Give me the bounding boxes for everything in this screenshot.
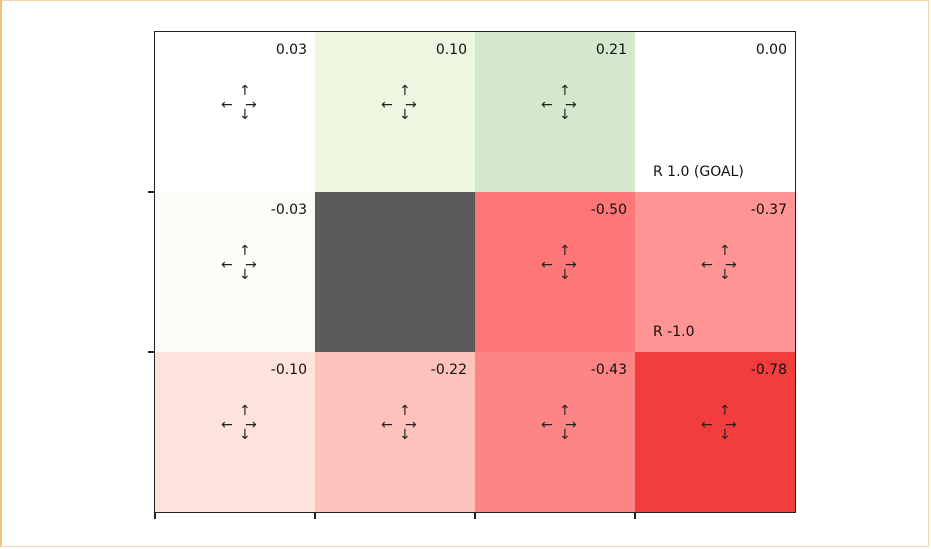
- arrow-right-icon: →: [725, 257, 737, 273]
- arrow-down-icon: ↓: [559, 427, 571, 443]
- state-value: -0.50: [590, 202, 627, 218]
- y-tick: [148, 351, 154, 353]
- x-tick: [634, 513, 636, 519]
- gridworld: 0.03 ↑ ↓ ← → 0.10 ↑ ↓ ← → 0.21 ↑ ↓ ← → 0.00 R 1.0 (GOAL)…: [154, 31, 796, 513]
- y-tick: [148, 191, 154, 193]
- x-tick: [154, 513, 156, 519]
- arrow-down-icon: ↓: [239, 267, 251, 283]
- action-arrows: ↑ ↓ ← →: [381, 404, 417, 442]
- arrow-right-icon: →: [565, 417, 577, 433]
- arrow-right-icon: →: [565, 97, 577, 113]
- arrow-down-icon: ↓: [239, 427, 251, 443]
- grid-cell: -0.78 ↑ ↓ ← →: [635, 352, 795, 512]
- arrow-up-icon: ↑: [239, 243, 251, 259]
- reward-label: R -1.0: [653, 324, 695, 340]
- arrow-right-icon: →: [245, 417, 257, 433]
- state-value: -0.43: [590, 362, 627, 378]
- grid-cell: -0.37 ↑ ↓ ← → R -1.0: [635, 192, 795, 352]
- arrow-up-icon: ↑: [559, 243, 571, 259]
- arrow-left-icon: ←: [221, 257, 233, 273]
- action-arrows: ↑ ↓ ← →: [541, 404, 577, 442]
- x-tick: [474, 513, 476, 519]
- state-value: -0.22: [430, 362, 467, 378]
- arrow-right-icon: →: [725, 417, 737, 433]
- arrow-left-icon: ←: [381, 417, 393, 433]
- arrow-left-icon: ←: [221, 417, 233, 433]
- arrow-down-icon: ↓: [399, 107, 411, 123]
- arrow-down-icon: ↓: [559, 267, 571, 283]
- arrow-up-icon: ↑: [399, 403, 411, 419]
- arrow-down-icon: ↓: [719, 267, 731, 283]
- grid-cell: -0.22 ↑ ↓ ← →: [315, 352, 475, 512]
- grid-cell: 0.00 R 1.0 (GOAL): [635, 32, 795, 192]
- arrow-up-icon: ↑: [239, 83, 251, 99]
- action-arrows: ↑ ↓ ← →: [701, 244, 737, 282]
- grid-cell: -0.43 ↑ ↓ ← →: [475, 352, 635, 512]
- action-arrows: ↑ ↓ ← →: [221, 84, 257, 122]
- state-value: -0.78: [750, 362, 787, 378]
- state-value: -0.10: [270, 362, 307, 378]
- arrow-right-icon: →: [245, 97, 257, 113]
- action-arrows: ↑ ↓ ← →: [221, 404, 257, 442]
- state-value: 0.03: [275, 42, 307, 58]
- state-value: -0.37: [750, 202, 787, 218]
- arrow-up-icon: ↑: [239, 403, 251, 419]
- arrow-left-icon: ←: [701, 257, 713, 273]
- arrow-left-icon: ←: [541, 97, 553, 113]
- state-value: -0.03: [270, 202, 307, 218]
- state-value: 0.00: [755, 42, 787, 58]
- x-tick: [314, 513, 316, 519]
- arrow-down-icon: ↓: [559, 107, 571, 123]
- grid-cell: 0.21 ↑ ↓ ← →: [475, 32, 635, 192]
- grid-cell: 0.03 ↑ ↓ ← →: [155, 32, 315, 192]
- arrow-down-icon: ↓: [719, 427, 731, 443]
- arrow-up-icon: ↑: [399, 83, 411, 99]
- arrow-right-icon: →: [565, 257, 577, 273]
- arrow-left-icon: ←: [541, 257, 553, 273]
- action-arrows: ↑ ↓ ← →: [221, 244, 257, 282]
- arrow-down-icon: ↓: [399, 427, 411, 443]
- action-arrows: ↑ ↓ ← →: [541, 244, 577, 282]
- wall-cell: [315, 192, 475, 352]
- arrow-left-icon: ←: [221, 97, 233, 113]
- reward-label: R 1.0 (GOAL): [653, 164, 744, 180]
- arrow-left-icon: ←: [381, 97, 393, 113]
- grid-cell: -0.03 ↑ ↓ ← →: [155, 192, 315, 352]
- state-value: 0.21: [595, 42, 627, 58]
- arrow-up-icon: ↑: [559, 83, 571, 99]
- arrow-right-icon: →: [405, 417, 417, 433]
- arrow-right-icon: →: [245, 257, 257, 273]
- state-value: 0.10: [435, 42, 467, 58]
- arrow-left-icon: ←: [701, 417, 713, 433]
- arrow-left-icon: ←: [541, 417, 553, 433]
- arrow-right-icon: →: [405, 97, 417, 113]
- grid-cell: 0.10 ↑ ↓ ← →: [315, 32, 475, 192]
- arrow-up-icon: ↑: [719, 243, 731, 259]
- action-arrows: ↑ ↓ ← →: [541, 84, 577, 122]
- arrow-down-icon: ↓: [239, 107, 251, 123]
- grid-cell: -0.50 ↑ ↓ ← →: [475, 192, 635, 352]
- action-arrows: ↑ ↓ ← →: [701, 404, 737, 442]
- grid-cell: -0.10 ↑ ↓ ← →: [155, 352, 315, 512]
- arrow-up-icon: ↑: [559, 403, 571, 419]
- action-arrows: ↑ ↓ ← →: [381, 84, 417, 122]
- arrow-up-icon: ↑: [719, 403, 731, 419]
